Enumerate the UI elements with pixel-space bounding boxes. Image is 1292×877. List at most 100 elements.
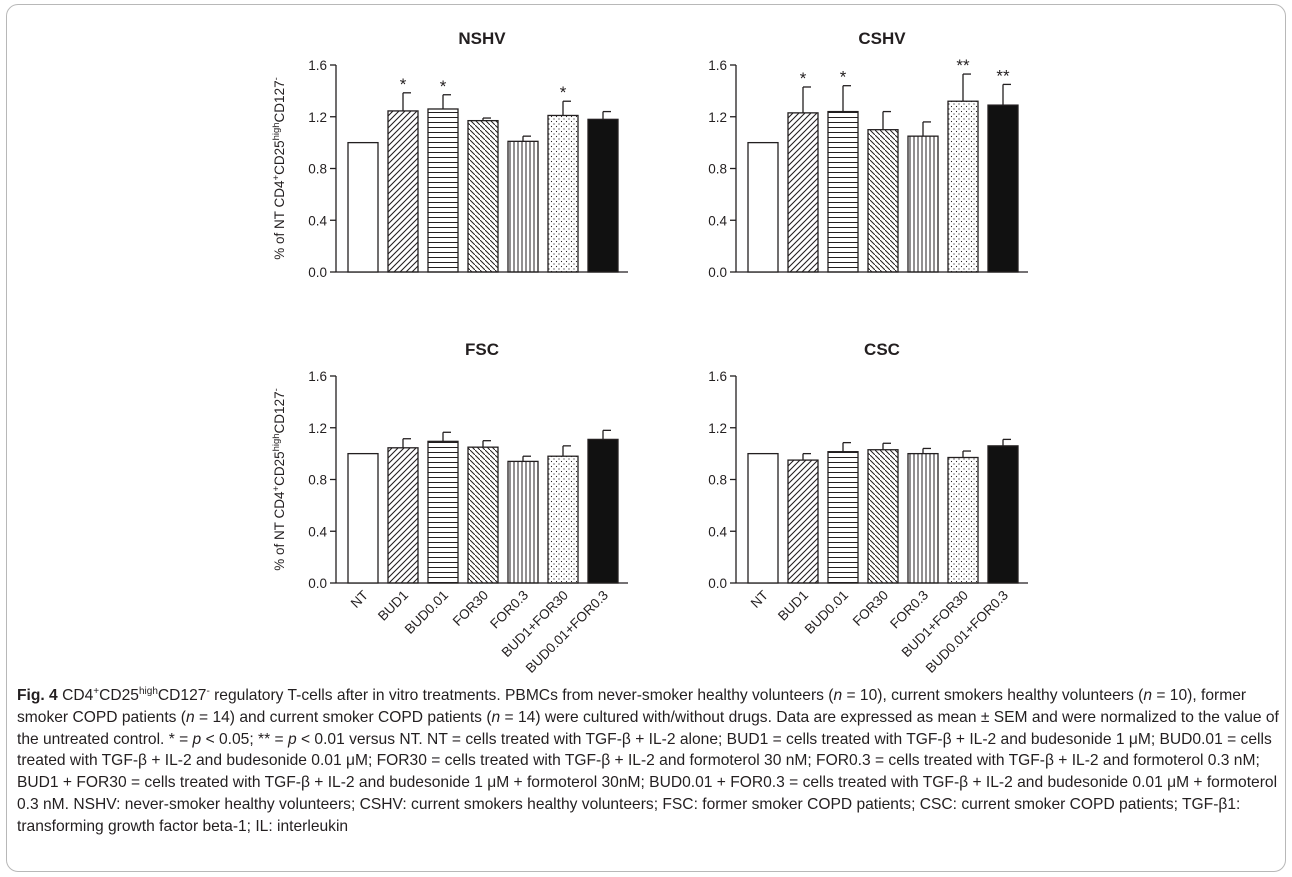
x-tick-label: BUD0.01 <box>402 588 451 637</box>
caption-sup: - <box>206 685 210 697</box>
caption-text: CD4 <box>57 687 94 704</box>
y-axis-label-text: CD127 <box>272 391 287 433</box>
y-tick-label: 0.4 <box>708 524 727 539</box>
bar-nt <box>347 141 379 273</box>
caption-italic-n: n <box>833 687 843 704</box>
y-axis-label-superscript: high <box>271 122 282 140</box>
caption-text: = 10), current smokers healthy volunteer… <box>842 687 1144 704</box>
bar-bud1 <box>387 110 419 273</box>
caption-text: regulatory T-cells after in vitro treatm… <box>209 687 834 704</box>
y-tick-label: 0.0 <box>308 576 327 591</box>
bar-bud0-01 <box>827 110 859 273</box>
y-tick-label: 0.0 <box>708 576 727 591</box>
y-axis-label-superscript: high <box>271 433 282 451</box>
x-tick-label: BUD1 <box>375 588 411 624</box>
y-tick-label: 1.2 <box>308 421 327 436</box>
y-axis-label-superscript: - <box>271 77 282 80</box>
y-tick-label: 1.6 <box>308 58 327 73</box>
caption-italic-n: n <box>1143 687 1153 704</box>
bar-nt <box>347 452 379 584</box>
y-tick-label: 1.6 <box>708 58 727 73</box>
y-tick-label: 0.0 <box>708 265 727 280</box>
x-tick-label: NT <box>748 588 771 611</box>
x-tick-label: BUD0.01 <box>802 588 851 637</box>
y-axis-label: % of NT CD4+CD25highCD127- <box>271 77 287 260</box>
bar-nt <box>747 141 779 273</box>
y-tick-label: 1.2 <box>308 110 327 125</box>
x-tick-label: FOR30 <box>450 588 491 629</box>
significance-marker: ** <box>956 56 970 75</box>
y-axis-label-superscript: + <box>271 485 282 491</box>
y-tick-label: 0.4 <box>308 524 327 539</box>
significance-marker: * <box>560 83 567 102</box>
significance-marker: ** <box>996 66 1010 85</box>
bar-bud0-01-for0-3 <box>987 104 1019 273</box>
y-axis-label-text: CD25 <box>272 451 287 486</box>
y-tick-label: 0.8 <box>308 162 327 177</box>
chart-title: CSC <box>864 340 900 359</box>
bar-bud1-for30 <box>547 114 579 273</box>
caption-text: = 14) and current smoker COPD patients ( <box>194 708 492 726</box>
chart-title: FSC <box>465 340 499 359</box>
y-tick-label: 0.4 <box>708 213 727 228</box>
figure-label: Fig. 4 <box>17 687 58 704</box>
bar-for30 <box>467 119 499 273</box>
bar-bud0-01 <box>427 440 459 584</box>
bar-for0-3 <box>907 452 939 584</box>
chart-title: CSHV <box>858 29 906 48</box>
caption-text: = 10), former smoker COPD patients ( <box>17 687 1247 726</box>
caption-italic-n: n <box>185 708 195 726</box>
bar-bud0-01 <box>427 108 459 273</box>
caption-italic-p: p <box>287 730 297 748</box>
y-tick-label: 1.6 <box>308 369 327 384</box>
significance-marker: * <box>840 68 847 87</box>
x-tick-label: FOR30 <box>850 588 891 629</box>
y-axis-label-text: % of NT CD4 <box>272 491 287 571</box>
caption-sup: high <box>138 685 158 697</box>
chart-panel-nshv: NSHV 0.0 0.4 0.8 1.2 1.6 % of NT CD4+CD25highC… <box>271 29 628 280</box>
bar-bud1-for30 <box>547 455 579 584</box>
figure-caption: Fig. 4 CD4+CD25highCD127- regulatory T-c… <box>17 685 1279 838</box>
y-tick-label: 1.2 <box>708 110 727 125</box>
caption-sup: + <box>93 685 100 697</box>
chart-panel-fsc: FSC 0.0 0.4 0.8 1.2 1.6 % of NT CD4+CD25highCD… <box>271 340 628 676</box>
significance-marker: * <box>440 77 447 96</box>
y-tick-label: 0.8 <box>308 473 327 488</box>
y-tick-label: 1.2 <box>708 421 727 436</box>
caption-text: < 0.01 versus NT. NT = cells treated wit… <box>17 730 1278 835</box>
y-axis-label-superscript: + <box>271 174 282 180</box>
caption-text: CD127 <box>157 687 207 704</box>
significance-marker: * <box>800 69 807 88</box>
significance-marker: * <box>400 75 407 94</box>
bar-bud1 <box>387 447 419 584</box>
y-tick-label: 0.8 <box>708 162 727 177</box>
bar-for0-3 <box>507 460 539 584</box>
y-tick-label: 0.8 <box>708 473 727 488</box>
caption-text: CD25 <box>99 687 139 704</box>
bar-bud0-01-for0-3 <box>587 118 619 273</box>
caption-italic-n: n <box>491 708 501 726</box>
y-axis-label-text: % of NT CD4 <box>272 180 287 260</box>
bar-for0-3 <box>507 140 539 273</box>
y-axis-label-superscript: - <box>271 388 282 391</box>
bar-bud1-for30 <box>947 100 979 273</box>
chart-title: NSHV <box>458 29 506 48</box>
caption-italic-p: p <box>192 730 202 748</box>
bar-for0-3 <box>907 135 939 273</box>
caption-text: < 0.05; ** = <box>201 730 288 748</box>
y-tick-label: 0.0 <box>308 265 327 280</box>
y-axis-label-text: CD127 <box>272 80 287 122</box>
caption-text: = 14) were cultured with/without drugs. … <box>17 708 1279 748</box>
y-tick-label: 0.4 <box>308 213 327 228</box>
bar-for30 <box>867 129 899 273</box>
bar-bud1-for30 <box>947 456 979 584</box>
bar-for30 <box>867 449 899 584</box>
y-axis-label-text: CD25 <box>272 140 287 175</box>
y-tick-label: 1.6 <box>708 369 727 384</box>
bar-bud0-01-for0-3 <box>987 445 1019 584</box>
bar-nt <box>747 452 779 584</box>
x-tick-label: BUD1 <box>775 588 811 624</box>
bar-bud0-01-for0-3 <box>587 438 619 584</box>
